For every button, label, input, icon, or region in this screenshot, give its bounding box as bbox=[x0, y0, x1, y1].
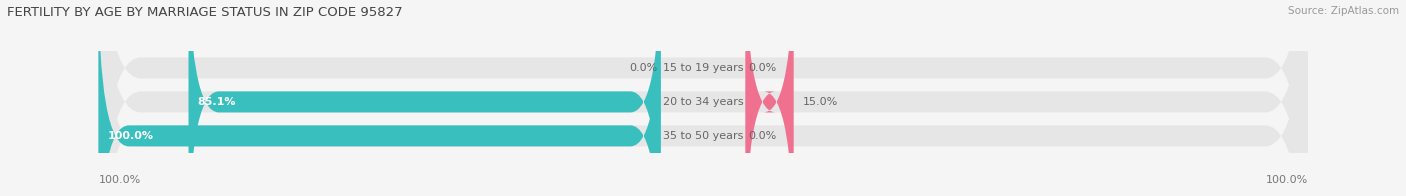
FancyBboxPatch shape bbox=[98, 0, 661, 196]
Text: 20 to 34 years: 20 to 34 years bbox=[662, 97, 744, 107]
FancyBboxPatch shape bbox=[98, 0, 1308, 196]
Text: 15 to 19 years: 15 to 19 years bbox=[662, 63, 744, 73]
Text: Source: ZipAtlas.com: Source: ZipAtlas.com bbox=[1288, 6, 1399, 16]
Text: 100.0%: 100.0% bbox=[1265, 175, 1308, 185]
Text: 15.0%: 15.0% bbox=[803, 97, 838, 107]
Text: 35 to 50 years: 35 to 50 years bbox=[662, 131, 744, 141]
Text: 100.0%: 100.0% bbox=[98, 175, 141, 185]
Text: 0.0%: 0.0% bbox=[748, 63, 776, 73]
FancyBboxPatch shape bbox=[98, 0, 1308, 196]
Text: 85.1%: 85.1% bbox=[198, 97, 236, 107]
FancyBboxPatch shape bbox=[188, 0, 661, 196]
FancyBboxPatch shape bbox=[745, 0, 793, 196]
FancyBboxPatch shape bbox=[98, 0, 1308, 196]
Text: 0.0%: 0.0% bbox=[630, 63, 658, 73]
Text: 0.0%: 0.0% bbox=[748, 131, 776, 141]
Text: 100.0%: 100.0% bbox=[107, 131, 153, 141]
Text: FERTILITY BY AGE BY MARRIAGE STATUS IN ZIP CODE 95827: FERTILITY BY AGE BY MARRIAGE STATUS IN Z… bbox=[7, 6, 402, 19]
